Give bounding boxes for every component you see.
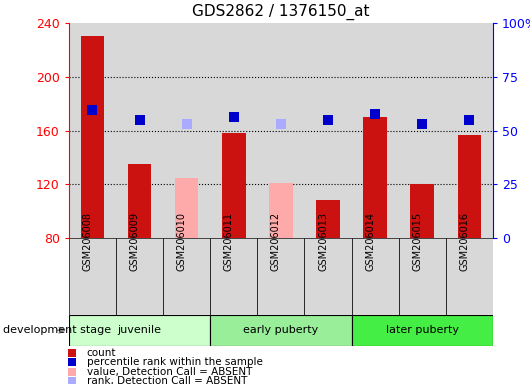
Text: early puberty: early puberty (243, 325, 319, 335)
Bar (457, 135, 481, 238)
Text: value, Detection Call = ABSENT: value, Detection Call = ABSENT (86, 367, 252, 377)
Bar (163, 238, 210, 315)
Text: rank, Detection Call = ABSENT: rank, Detection Call = ABSENT (86, 376, 247, 384)
Text: GSM206013: GSM206013 (318, 212, 328, 271)
Bar (316, 200, 340, 238)
Text: GSM206016: GSM206016 (460, 212, 470, 271)
Bar (399, 238, 446, 315)
Bar (210, 23, 258, 238)
Text: GSM206010: GSM206010 (176, 212, 187, 271)
Bar (446, 238, 493, 315)
Text: later puberty: later puberty (386, 325, 459, 335)
Text: development stage: development stage (3, 325, 111, 335)
Bar (446, 23, 493, 238)
Bar (210, 238, 258, 315)
Bar (128, 164, 152, 238)
Bar (399, 23, 446, 238)
Bar (258, 238, 304, 315)
Text: GSM206012: GSM206012 (271, 212, 281, 271)
Bar (210, 315, 351, 346)
Title: GDS2862 / 1376150_at: GDS2862 / 1376150_at (192, 4, 369, 20)
Bar (351, 23, 399, 238)
Bar (69, 23, 116, 238)
Bar (410, 184, 434, 238)
Bar (116, 23, 163, 238)
Text: GSM206009: GSM206009 (129, 212, 139, 271)
Bar (364, 117, 387, 238)
Bar (81, 36, 104, 238)
Bar (116, 238, 163, 315)
Text: GSM206011: GSM206011 (224, 212, 234, 271)
Bar (163, 23, 210, 238)
Text: count: count (86, 348, 116, 358)
Bar (269, 183, 293, 238)
Text: percentile rank within the sample: percentile rank within the sample (86, 357, 262, 367)
Text: juvenile: juvenile (118, 325, 162, 335)
Text: GSM206015: GSM206015 (412, 212, 422, 271)
Bar (69, 238, 116, 315)
Bar (69, 315, 210, 346)
Bar (304, 23, 351, 238)
Bar (258, 23, 304, 238)
Bar (351, 238, 399, 315)
Bar (175, 178, 198, 238)
Bar (304, 238, 351, 315)
Text: GSM206014: GSM206014 (365, 212, 375, 271)
Bar (351, 315, 493, 346)
Text: GSM206008: GSM206008 (83, 212, 92, 271)
Bar (222, 133, 245, 238)
